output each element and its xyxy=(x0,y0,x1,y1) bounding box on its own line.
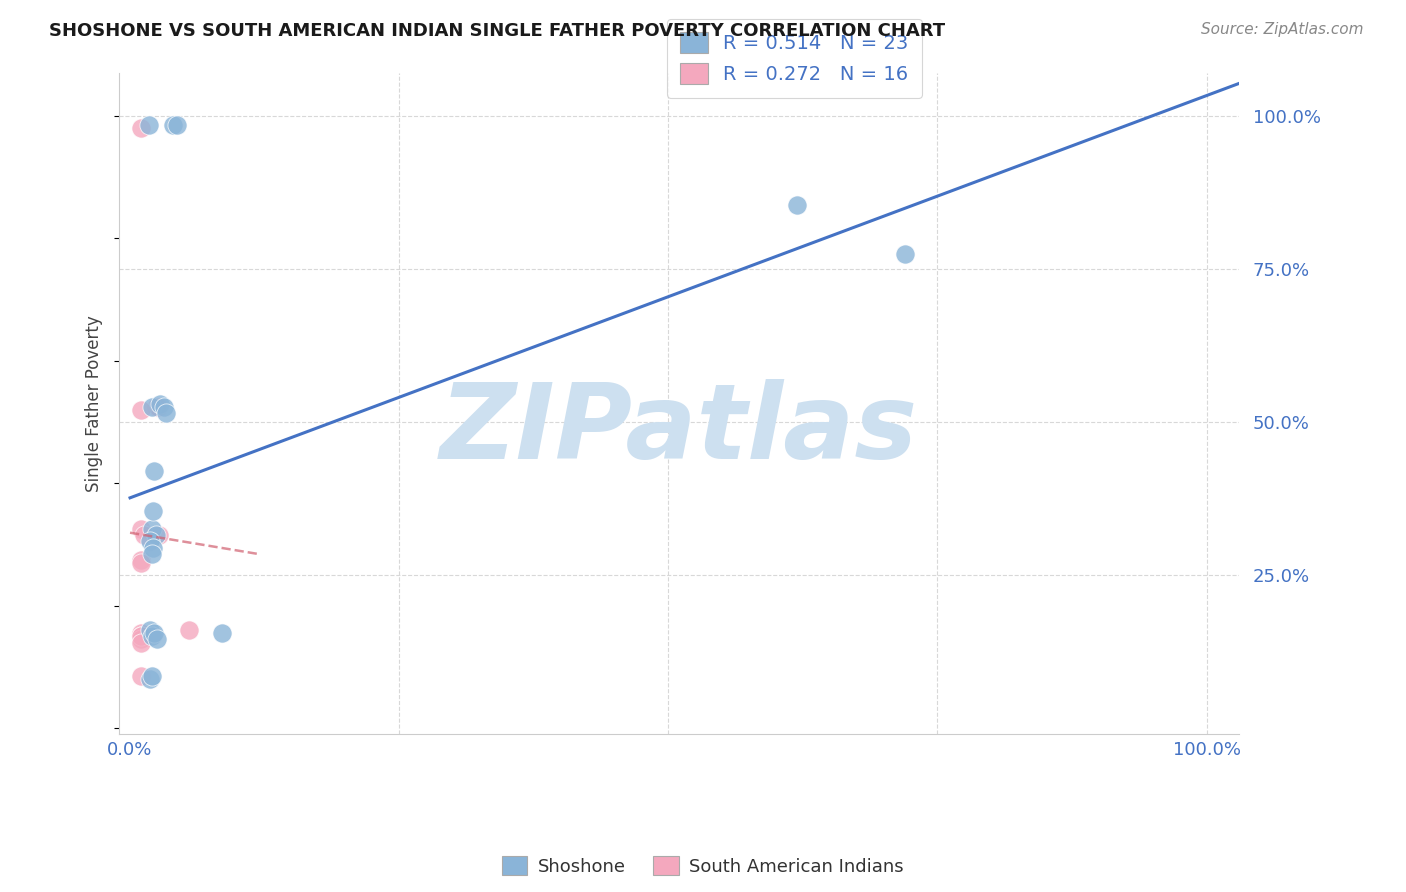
Point xyxy=(129,553,152,567)
Point xyxy=(129,556,152,570)
Point xyxy=(129,635,152,649)
Point xyxy=(142,464,165,478)
Text: Source: ZipAtlas.com: Source: ZipAtlas.com xyxy=(1201,22,1364,37)
Y-axis label: Single Father Poverty: Single Father Poverty xyxy=(86,315,103,492)
Point xyxy=(142,626,165,640)
Legend: Shoshone, South American Indians: Shoshone, South American Indians xyxy=(495,849,911,883)
Point xyxy=(139,673,162,687)
Point xyxy=(129,522,152,536)
Point xyxy=(129,632,152,647)
Point xyxy=(894,246,917,260)
Point xyxy=(141,669,163,683)
Point xyxy=(142,504,165,518)
Point xyxy=(139,624,162,638)
Point xyxy=(132,528,155,542)
Point xyxy=(129,626,152,640)
Point xyxy=(129,669,152,683)
Point xyxy=(129,121,152,136)
Point xyxy=(149,397,172,411)
Point xyxy=(139,534,162,549)
Point xyxy=(146,400,169,414)
Point xyxy=(145,400,167,414)
Point xyxy=(155,406,177,420)
Point xyxy=(146,632,169,647)
Point xyxy=(129,629,152,643)
Point xyxy=(141,522,163,536)
Point xyxy=(138,118,160,132)
Point xyxy=(153,400,176,414)
Point xyxy=(148,528,170,542)
Point xyxy=(141,547,163,561)
Point xyxy=(142,541,165,555)
Point xyxy=(129,402,152,417)
Point xyxy=(129,629,152,643)
Point xyxy=(145,528,167,542)
Point xyxy=(141,629,163,643)
Point xyxy=(179,624,201,638)
Text: ZIPatlas: ZIPatlas xyxy=(440,379,918,481)
Point xyxy=(162,118,184,132)
Point xyxy=(211,626,233,640)
Point xyxy=(786,197,808,211)
Text: SHOSHONE VS SOUTH AMERICAN INDIAN SINGLE FATHER POVERTY CORRELATION CHART: SHOSHONE VS SOUTH AMERICAN INDIAN SINGLE… xyxy=(49,22,945,40)
Point xyxy=(141,400,163,414)
Point xyxy=(166,118,188,132)
